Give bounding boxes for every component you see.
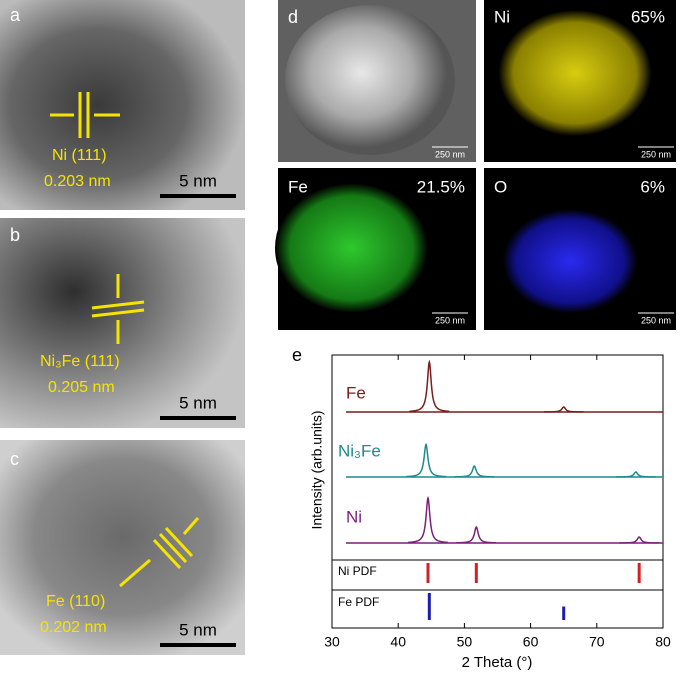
scale-label: 5 nm [179, 393, 217, 412]
panel-label: d [288, 7, 298, 27]
map-signal [490, 193, 650, 317]
element-label: O [494, 177, 507, 196]
panel-e: e Intensity (arb.units) 2 Theta (°) 30 40… [292, 345, 671, 671]
x-tick-label: 80 [655, 634, 671, 650]
y-axis-label: Intensity (arb.units) [309, 410, 325, 529]
panel-label: c [10, 449, 19, 469]
x-tick-label: 70 [589, 634, 605, 650]
spacing-label: 0.203 nm [44, 173, 111, 190]
map-signal [490, 10, 660, 150]
x-tick-label: 50 [457, 634, 473, 650]
map-signal [275, 176, 445, 320]
micrograph [0, 440, 245, 655]
scale-label: 5 nm [179, 620, 217, 639]
plane-label: Fe (110) [46, 593, 105, 610]
plane-label: Ni (111) [52, 147, 107, 164]
spacing-label: 0.205 nm [48, 379, 115, 396]
plot-frame [331, 354, 664, 629]
percent-label: 65% [631, 7, 665, 26]
x-axis-label: 2 Theta (°) [462, 654, 533, 671]
scale-label: 250 nm [435, 315, 465, 325]
peak [456, 525, 497, 544]
peak [619, 536, 660, 544]
peak [408, 495, 448, 544]
micrograph [0, 218, 245, 428]
x-tick-label: 40 [390, 634, 406, 650]
panel-c: c Fe (110) 0.202 nm 5 nm [0, 440, 245, 655]
scale-label: 250 nm [641, 149, 671, 159]
peak [409, 359, 450, 413]
lattice-mark [119, 517, 200, 588]
panel-a: a Ni (111) 0.203 nm 5 nm [0, 0, 245, 210]
peak [454, 465, 495, 478]
percent-label: 21.5% [417, 177, 465, 196]
panel-label: b [10, 225, 20, 245]
pdf-label: Fe PDF [338, 595, 379, 609]
pdf-label: Ni PDF [338, 564, 377, 578]
particle [285, 5, 455, 155]
panel-label: e [292, 345, 302, 365]
percent-label: 6% [640, 177, 665, 196]
spacing-label: 0.202 nm [40, 619, 107, 636]
peak [406, 442, 446, 478]
scale-label: 250 nm [641, 315, 671, 325]
series-label: Fe [346, 383, 366, 402]
panel-label: a [10, 5, 21, 25]
series-label: Ni₃Fe [338, 441, 381, 460]
x-tick-label: 60 [523, 634, 539, 650]
panel-d: d 250 nm Ni 65% 250 nm Fe 21.5% 250 nm O… [275, 0, 676, 330]
series-label: Ni [346, 507, 362, 526]
panel-b: b Ni₃Fe (111) 0.205 nm 5 nm [0, 218, 245, 428]
element-label: Ni [494, 7, 510, 26]
lattice-mark [50, 92, 120, 138]
peak [543, 406, 584, 413]
micrograph [0, 0, 245, 210]
scale-label: 250 nm [435, 149, 465, 159]
lattice-mark [91, 274, 145, 344]
peak [616, 471, 656, 478]
plane-label: Ni₃Fe (111) [40, 353, 120, 370]
scale-label: 5 nm [179, 171, 217, 190]
element-label: Fe [288, 177, 308, 196]
x-tick-label: 30 [324, 634, 340, 650]
